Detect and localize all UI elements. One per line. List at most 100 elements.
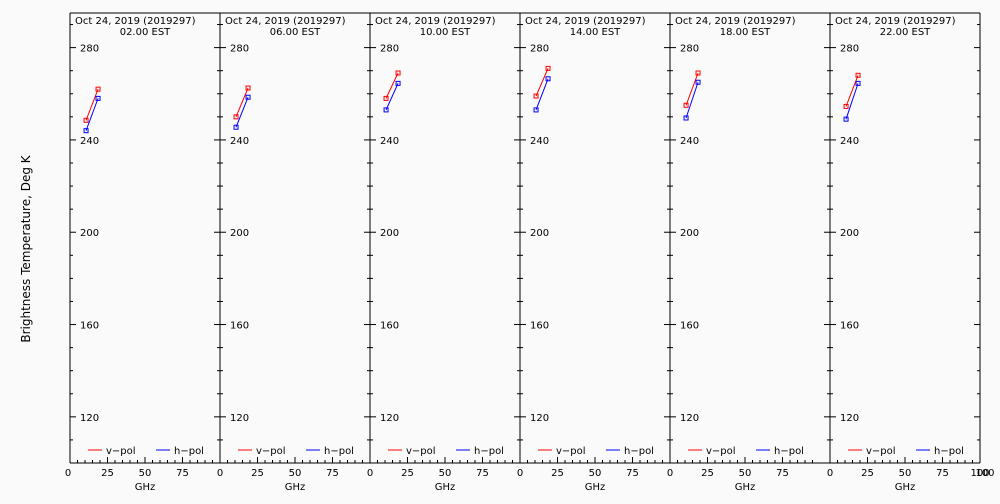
y-tick-label: 240 <box>840 136 859 147</box>
y-tick-label: 240 <box>80 136 99 147</box>
y-tick-label: 160 <box>840 321 859 332</box>
x-tick-label: 50 <box>739 468 752 479</box>
panel-subtitle: 02.00 EST <box>120 27 171 38</box>
y-tick-label: 120 <box>840 413 859 424</box>
series-line-hpol <box>85 98 99 131</box>
y-tick-label: 280 <box>380 44 399 55</box>
y-axis-label: Brightness Temperature, Deg K <box>19 154 33 342</box>
y-tick-label: 160 <box>380 321 399 332</box>
series-line-hpol <box>685 82 699 119</box>
panel-title: Oct 24, 2019 (2019297) <box>835 16 956 27</box>
x-tick-label: 25 <box>401 468 414 479</box>
data-point-vpol <box>545 65 551 71</box>
y-tick-label: 200 <box>380 228 399 239</box>
chart-panel-4: 120 160 200 240 280 0 25 50 75 GHz Oct 24, 2019 (2… <box>517 12 671 493</box>
legend-label-hpol: h−pol <box>934 446 964 457</box>
x-axis-label: GHz <box>735 482 756 493</box>
data-point-hpol <box>383 107 389 113</box>
x-axis-label: GHz <box>895 482 916 493</box>
x-tick-label: 50 <box>899 468 912 479</box>
data-point-vpol <box>383 95 389 101</box>
data-point-hpol <box>545 76 551 82</box>
panel-subtitle: 22.00 EST <box>880 27 931 38</box>
y-tick-label: 160 <box>530 321 549 332</box>
x-tick-label: 100 <box>970 468 989 479</box>
y-tick-label: 200 <box>530 228 549 239</box>
x-tick-label: 0 <box>217 468 223 479</box>
x-tick-label: 75 <box>326 468 339 479</box>
x-tick-label: 100 <box>975 468 994 479</box>
data-point-vpol <box>95 86 101 92</box>
x-tick-label: 0 <box>667 468 673 479</box>
panel-subtitle: 10.00 EST <box>420 27 471 38</box>
x-tick-label: 50 <box>289 468 302 479</box>
series-line-hpol <box>235 97 249 128</box>
y-tick-label: 160 <box>80 321 99 332</box>
data-point-hpol <box>233 124 239 130</box>
data-point-hpol <box>533 107 539 113</box>
data-point-vpol <box>83 117 89 123</box>
y-tick-label: 280 <box>840 44 859 55</box>
y-tick-label: 240 <box>380 136 399 147</box>
panel-title: Oct 24, 2019 (2019297) <box>75 16 196 27</box>
data-point-vpol <box>683 102 689 108</box>
x-tick-label: 75 <box>476 468 489 479</box>
x-tick-label: 0 <box>827 468 833 479</box>
legend-label-hpol: h−pol <box>324 446 354 457</box>
series-line-vpol <box>85 88 99 121</box>
data-point-hpol <box>683 115 689 121</box>
x-axis-label: GHz <box>585 482 606 493</box>
y-tick-label: 200 <box>680 228 699 239</box>
panel-subtitle: 06.00 EST <box>270 27 321 38</box>
series-line-vpol <box>235 87 249 118</box>
series-line-hpol <box>385 83 399 111</box>
legend-label-vpol: v−pol <box>106 446 136 457</box>
panels-group: 120 160 200 240 280 0 25 50 75 GHz Oct 24, 2019 (2… <box>65 12 995 493</box>
x-tick-label: 25 <box>251 468 264 479</box>
y-tick-label: 200 <box>230 228 249 239</box>
y-tick-label: 240 <box>230 136 249 147</box>
y-tick-label: 280 <box>680 44 699 55</box>
x-tick-label: 75 <box>176 468 189 479</box>
data-point-hpol <box>83 128 89 134</box>
chart-panel-5: 120 160 200 240 280 0 25 50 75 GHz Oct 24, 2019 (2… <box>667 12 831 493</box>
x-tick-label: 25 <box>701 468 714 479</box>
data-point-vpol <box>233 114 239 120</box>
y-tick-label: 120 <box>80 413 99 424</box>
legend-label-hpol: h−pol <box>474 446 504 457</box>
x-tick-label: 25 <box>861 468 874 479</box>
legend-label-hpol: h−pol <box>624 446 654 457</box>
legend-label-hpol: h−pol <box>774 446 804 457</box>
data-point-hpol <box>695 79 701 85</box>
legend-label-vpol: v−pol <box>866 446 896 457</box>
x-tick-label: 0 <box>65 468 71 479</box>
y-tick-label: 280 <box>80 44 99 55</box>
data-point-vpol <box>855 72 861 78</box>
y-tick-label: 160 <box>680 321 699 332</box>
x-axis-label: GHz <box>435 482 456 493</box>
data-point-vpol <box>395 70 401 76</box>
chart-panel-1: 120 160 200 240 280 0 25 50 75 GHz Oct 24, 2019 (2… <box>65 12 221 493</box>
panel-title: Oct 24, 2019 (2019297) <box>375 16 496 27</box>
x-tick-label: 25 <box>101 468 114 479</box>
data-point-vpol <box>533 93 539 99</box>
data-point-hpol <box>843 116 849 122</box>
data-point-hpol <box>95 95 101 101</box>
y-tick-label: 280 <box>230 44 249 55</box>
y-tick-label: 120 <box>530 413 549 424</box>
y-tick-label: 120 <box>680 413 699 424</box>
series-line-hpol <box>535 78 549 111</box>
series-line-hpol <box>845 83 859 120</box>
y-tick-label: 200 <box>80 228 99 239</box>
x-tick-label: 50 <box>589 468 602 479</box>
x-tick-label: 25 <box>551 468 564 479</box>
series-line-vpol <box>535 68 549 97</box>
y-tick-label: 240 <box>680 136 699 147</box>
x-tick-label: 50 <box>139 468 152 479</box>
x-axis-label: GHz <box>285 482 306 493</box>
panel-title: Oct 24, 2019 (2019297) <box>225 16 346 27</box>
chart-panel-3: 120 160 200 240 280 0 25 50 75 GHz Oct 24, 2019 (2… <box>367 12 521 493</box>
